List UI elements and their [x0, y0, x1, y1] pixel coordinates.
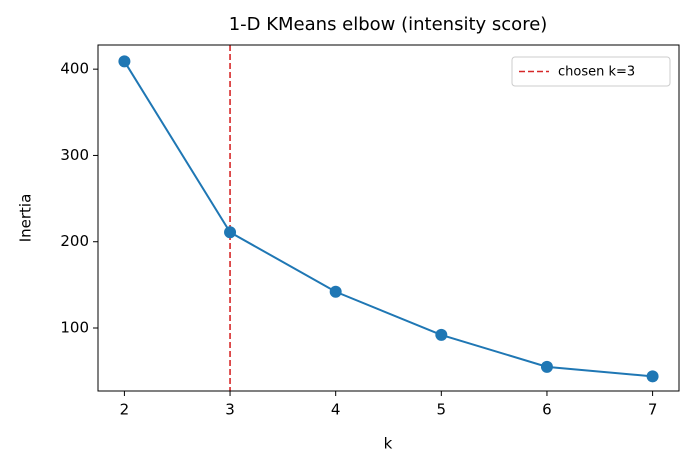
marker	[329, 285, 342, 298]
y-tick-label: 400	[60, 60, 89, 78]
legend-box	[511, 56, 671, 87]
x-tick-label: 5	[437, 401, 447, 419]
x-tick-label: 2	[120, 401, 130, 419]
line	[123, 60, 653, 378]
marker	[224, 226, 237, 239]
plot-frame	[97, 44, 680, 392]
x-axis-label: k	[384, 435, 393, 453]
x-tick-label: 7	[648, 401, 658, 419]
y-tick-label: 300	[60, 146, 89, 164]
marker	[646, 370, 659, 383]
y-axis-label: Inertia	[17, 194, 35, 243]
x-tick-label: 6	[542, 401, 552, 419]
chart-title: 1-D KMeans elbow (intensity score)	[229, 14, 548, 35]
x-tick-label: 4	[331, 401, 341, 419]
marker	[540, 360, 553, 373]
marker	[435, 328, 448, 341]
legend-label: chosen k=3	[558, 65, 635, 80]
y-tick-label: 200	[60, 232, 89, 250]
marker	[118, 55, 131, 68]
y-tick-label: 100	[60, 319, 89, 337]
x-tick-label: 3	[225, 401, 235, 419]
